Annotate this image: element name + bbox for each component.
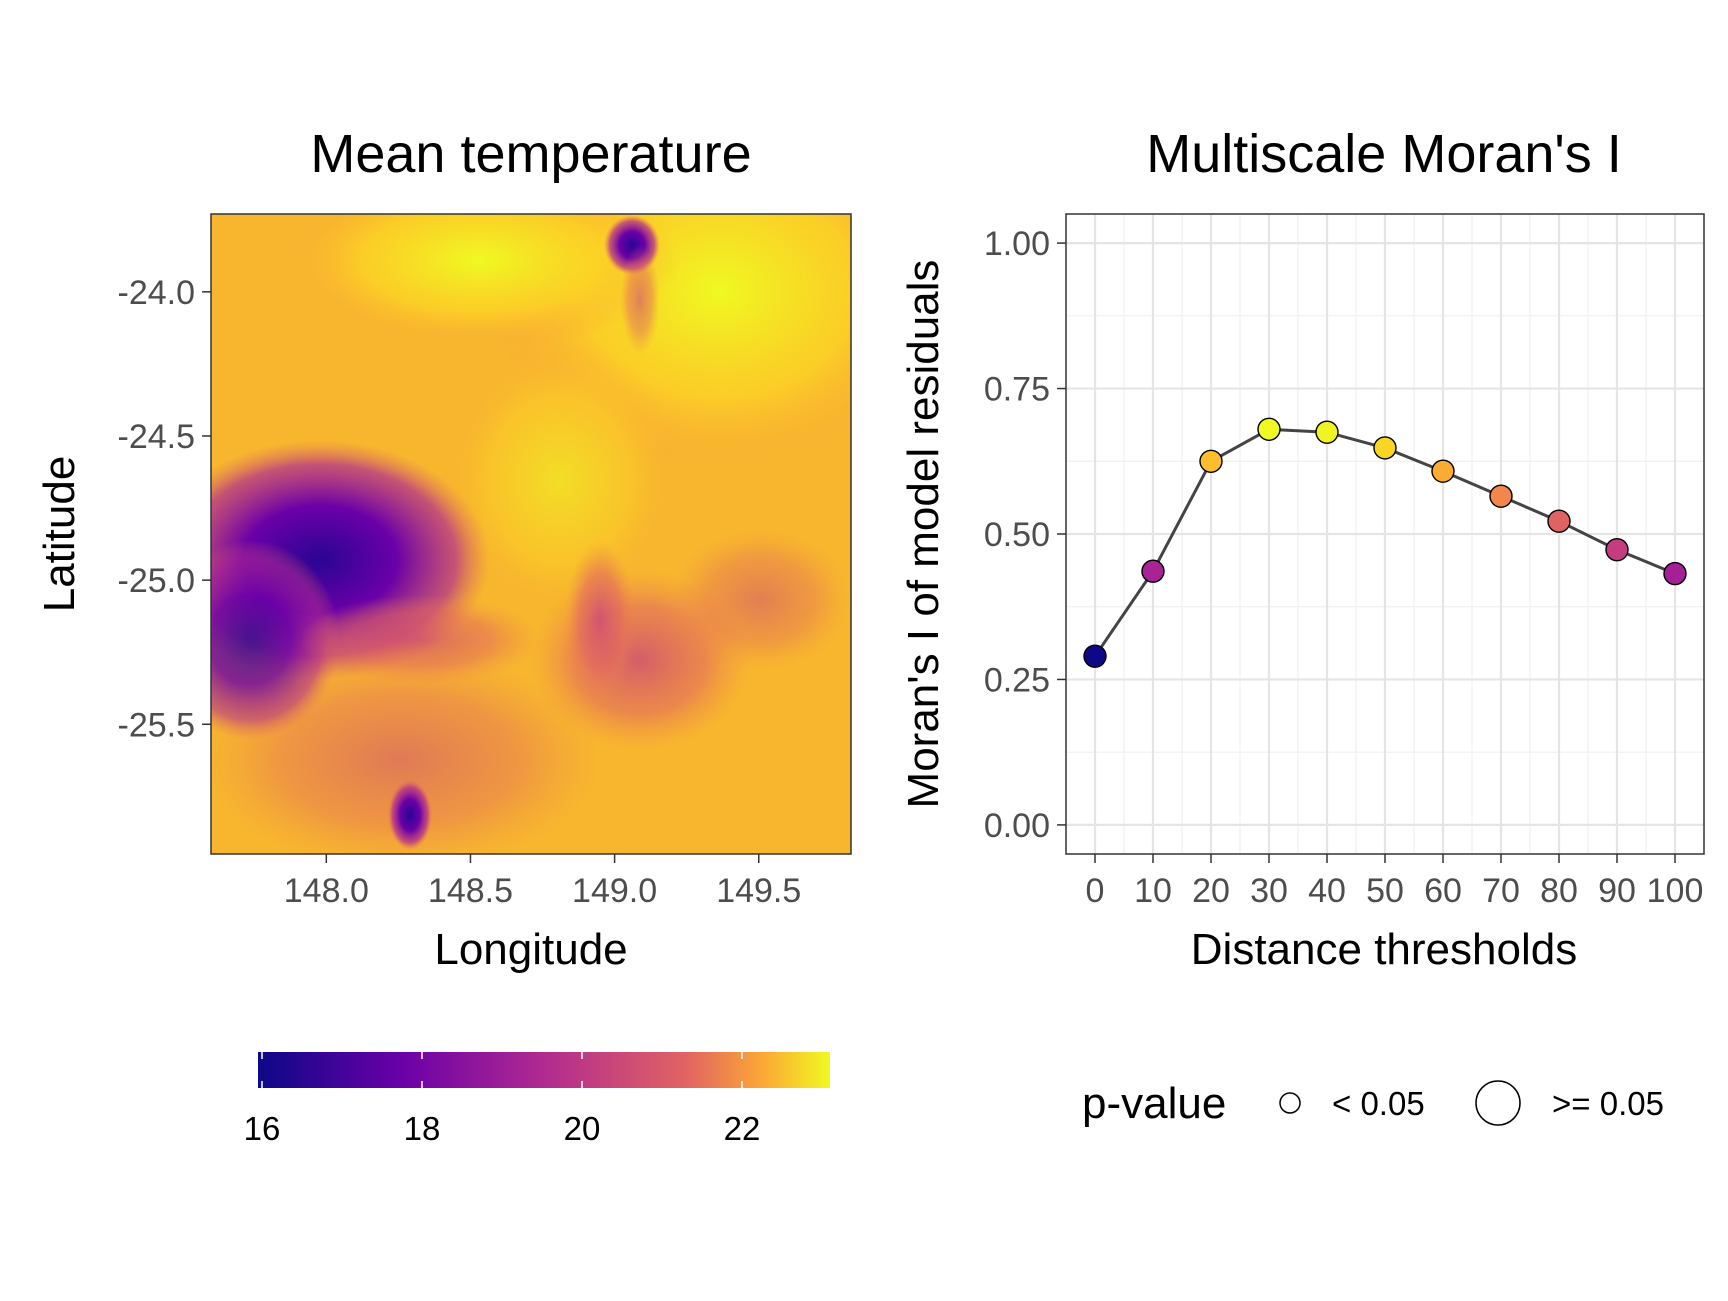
moran-panel: Multiscale Moran's I 0 10 20 30 40 50 60 70 80 90… [899,124,1705,1128]
moran-point [1083,644,1107,668]
p-value-legend-title: p-value [1082,1079,1226,1128]
moran-point [1199,449,1223,473]
map-raster [211,214,851,854]
moran-y-tick-label: 1.00 [984,225,1050,263]
colorbar-tick-label: 20 [564,1110,601,1147]
colorbar-tick-label: 18 [404,1110,441,1147]
moran-x-tick-label: 80 [1540,872,1578,910]
map-x-axis: 148.0 148.5 149.0 149.5 [284,854,801,910]
moran-y-tick-label: 0.75 [984,371,1050,409]
moran-points [1083,417,1687,668]
moran-point [1605,538,1629,562]
colorbar-ticks: 16 18 20 22 [244,1052,761,1147]
moran-point [1431,459,1455,483]
moran-point [1257,417,1281,441]
moran-point [1141,559,1165,583]
colorbar [258,1052,830,1088]
moran-x-tick-label: 60 [1424,872,1462,910]
moran-x-tick-label: 50 [1366,872,1404,910]
map-x-tick-label: 148.5 [428,872,513,910]
colorbar-tick-label: 22 [724,1110,761,1147]
map-x-tick-label: 149.5 [716,872,801,910]
moran-x-tick-label: 0 [1086,872,1105,910]
map-panel-border [210,213,852,855]
moran-y-tick-label: 0.00 [984,807,1050,845]
map-panel: Mean temperature 148.0 148.5 149.0 149.5 [35,124,852,1147]
moran-x-tick-label: 70 [1482,872,1520,910]
map-y-tick-label: -25.5 [118,706,196,744]
moran-x-tick-label: 20 [1192,872,1230,910]
moran-y-tick-label: 0.25 [984,661,1050,699]
moran-x-tick-label: 40 [1308,872,1346,910]
moran-point [1489,484,1513,508]
moran-x-axis-title: Distance thresholds [1191,925,1577,974]
moran-point [1663,561,1687,586]
moran-point [1373,436,1397,460]
moran-x-tick-label: 90 [1598,872,1636,910]
map-y-axis-title: Latitude [35,456,84,613]
map-y-tick-label: -24.0 [118,274,196,312]
moran-point [1547,509,1571,533]
moran-grid [1066,214,1704,854]
map-x-axis-title: Longitude [434,925,627,974]
moran-title: Multiscale Moran's I [1146,124,1621,184]
p-value-large-key [1475,1080,1521,1126]
map-x-tick-label: 148.0 [284,872,369,910]
moran-x-tick-label: 10 [1134,872,1172,910]
colorbar-legend: 16 18 20 22 [244,1052,830,1147]
moran-y-axis: 0.00 0.25 0.50 0.75 1.00 [984,225,1066,845]
colorbar-tick-label: 16 [244,1110,281,1147]
moran-x-tick-label: 30 [1250,872,1288,910]
moran-y-axis-title: Moran's I of model residuals [899,260,948,809]
moran-y-tick-label: 0.50 [984,516,1050,554]
moran-point [1315,420,1339,444]
p-value-small-label: < 0.05 [1332,1085,1425,1122]
map-title: Mean temperature [310,124,751,184]
map-y-tick-label: -25.0 [118,562,196,600]
map-x-tick-label: 149.0 [572,872,657,910]
moran-x-axis: 0 10 20 30 40 50 60 70 80 90 100 [1086,854,1704,910]
moran-x-tick-label: 100 [1647,872,1704,910]
map-y-axis: -24.0 -24.5 -25.0 -25.5 [118,274,211,744]
p-value-large-label: >= 0.05 [1552,1085,1664,1122]
map-y-tick-label: -24.5 [118,418,196,456]
p-value-legend: p-value < 0.05 >= 0.05 [1082,1079,1664,1128]
p-value-small-key [1279,1092,1301,1114]
